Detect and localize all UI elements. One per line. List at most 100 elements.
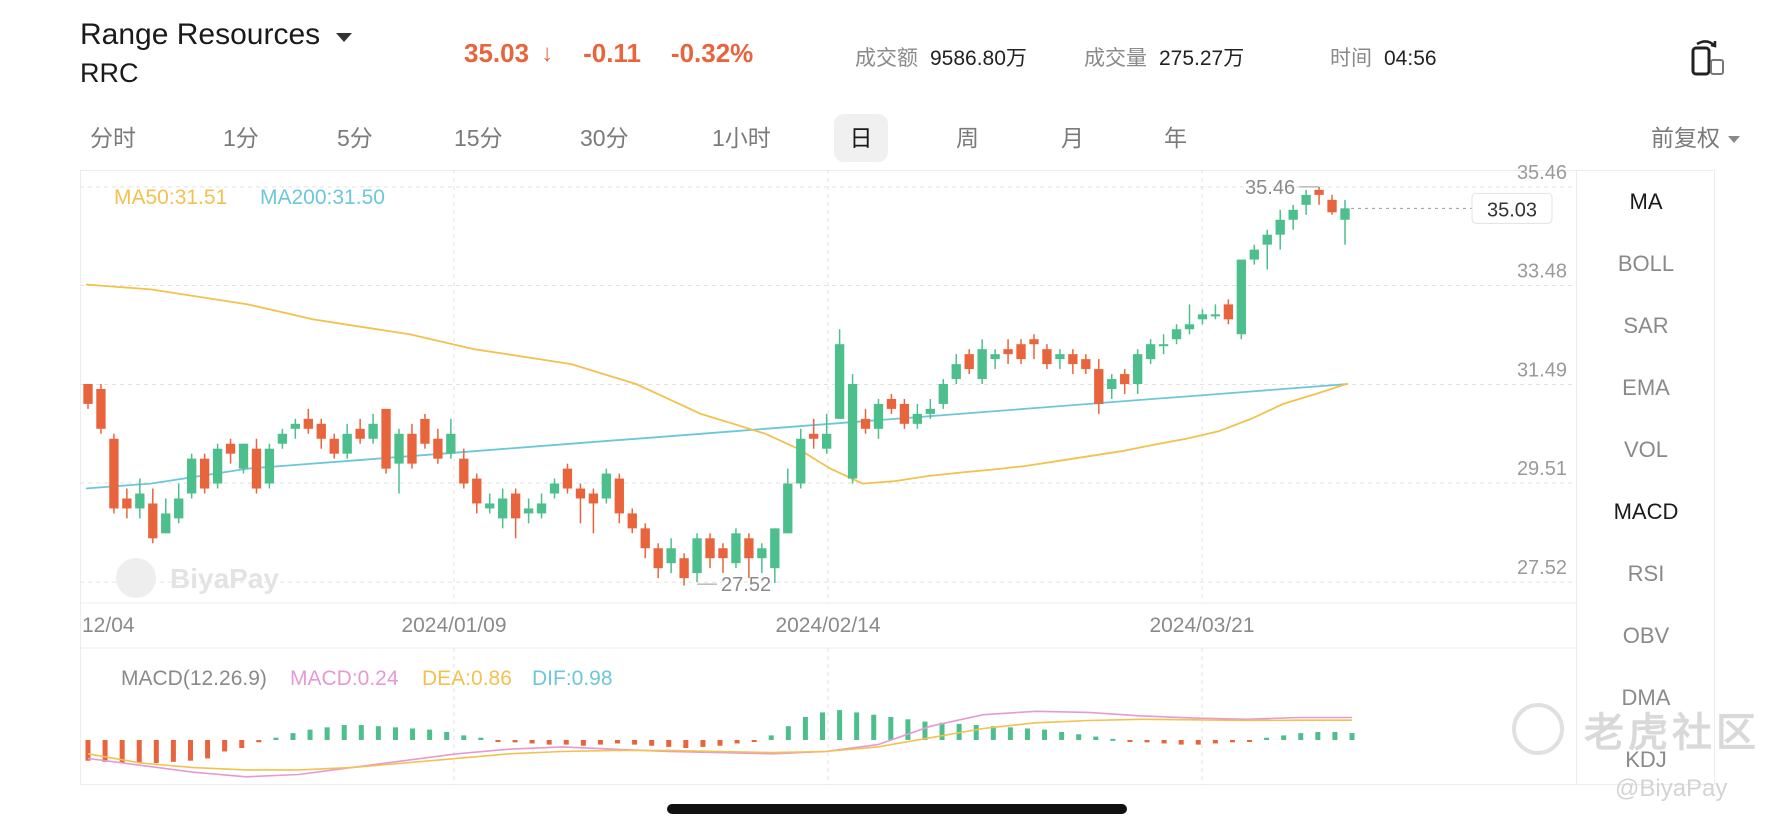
tab-1min[interactable]: 1分 (223, 125, 259, 151)
candle (640, 523, 650, 559)
macd-histogram-bar (102, 740, 108, 762)
candle-body (938, 384, 948, 404)
tab-year[interactable]: 年 (1164, 125, 1187, 151)
candle (148, 488, 158, 544)
indicator-vol[interactable]: VOL (1623, 437, 1669, 462)
rotate-screen-icon[interactable] (1687, 36, 1727, 78)
candle-body (1301, 194, 1311, 205)
candle-body (796, 438, 806, 484)
indicator-rsi[interactable]: RSI (1627, 561, 1665, 586)
candle-body (640, 528, 650, 549)
candle-body (472, 478, 482, 504)
candle-body (446, 433, 456, 454)
macd-histogram-bar (1127, 740, 1133, 742)
macd-histogram-bar (119, 740, 125, 763)
candle-body (148, 503, 158, 539)
volume-label: 成交量 (1084, 47, 1147, 70)
macd-histogram-bar (512, 740, 518, 743)
candle (744, 533, 754, 579)
x-tick-label: 2024/02/14 (775, 614, 880, 637)
macd-histogram-bar (1007, 727, 1013, 740)
macd-histogram-bar (1281, 735, 1287, 740)
candle-body (161, 513, 171, 534)
candle-body (886, 398, 897, 409)
candle (109, 433, 119, 514)
indicator-kdj[interactable]: KDJ (1625, 747, 1667, 772)
candle (1042, 344, 1052, 370)
candle (912, 403, 923, 429)
candle (1314, 186, 1324, 205)
candle-body (523, 508, 534, 514)
indicator-macd[interactable]: MACD (1613, 499, 1679, 524)
indicator-obv[interactable]: OBV (1622, 623, 1670, 648)
candle (446, 418, 456, 459)
macd-histogram-bar (205, 740, 211, 759)
macd-histogram-bar (632, 740, 638, 745)
tab-week[interactable]: 周 (956, 125, 979, 151)
adjustment-selector[interactable]: 前复权 (1651, 114, 1740, 162)
stock-selector[interactable]: Range Resources (80, 18, 353, 52)
candle (666, 538, 676, 574)
tab-5min[interactable]: 5分 (337, 125, 373, 151)
macd-histogram-bar (410, 728, 416, 740)
macd-histogram-bar (256, 740, 262, 743)
candle-body (316, 423, 326, 439)
tab-month[interactable]: 月 (1061, 125, 1084, 151)
candle-body (264, 448, 275, 484)
candle (964, 349, 974, 375)
adjustment-label: 前复权 (1651, 125, 1720, 151)
indicator-dma[interactable]: DMA (1621, 685, 1671, 710)
candle-body (1171, 329, 1182, 340)
tab-1hour[interactable]: 1小时 (712, 125, 771, 151)
macd-histogram-bar (785, 726, 791, 740)
candle (264, 443, 275, 489)
price-change-percent: -0.32% (670, 38, 754, 68)
candle (1223, 299, 1234, 325)
tab-day[interactable]: 日 (834, 114, 888, 162)
candle-body (1288, 209, 1298, 220)
indicator-ma[interactable]: MA (1629, 189, 1663, 214)
indicator-ema[interactable]: EMA (1622, 375, 1670, 400)
candle-body (1197, 314, 1208, 320)
tab-15min[interactable]: 15分 (454, 125, 503, 151)
candle (1132, 349, 1143, 394)
macd-histogram-bar (1212, 740, 1218, 744)
candle (1340, 199, 1350, 245)
macd-histogram-bar (700, 740, 706, 747)
candle-body (614, 478, 624, 514)
candle (951, 354, 961, 385)
macd-histogram-bar (358, 725, 364, 740)
candle (1197, 309, 1208, 325)
indicator-sar[interactable]: SAR (1623, 313, 1669, 338)
candle-body (1094, 369, 1104, 404)
macd-histogram-bar (1229, 740, 1235, 743)
candle-body (899, 403, 910, 424)
price-change: -0.11 (583, 38, 641, 68)
candle (1210, 304, 1221, 320)
macd-histogram-bar (1059, 731, 1065, 740)
macd-histogram-bar (307, 729, 313, 740)
macd-histogram-bar (563, 740, 569, 745)
time-stat: 时间 04:56 (1330, 42, 1437, 72)
candle-body (1236, 259, 1246, 335)
price-info: 35.03 ↓ -0.11 -0.32% (464, 38, 753, 69)
tab-timeshare[interactable]: 分时 (90, 125, 136, 151)
candle-body (601, 473, 612, 499)
candle-body (1340, 208, 1350, 220)
candle (796, 428, 806, 489)
macd-histogram-bar (1042, 729, 1048, 740)
indicator-boll[interactable]: BOLL (1617, 251, 1675, 276)
candle-body (1210, 314, 1221, 317)
candle-body (873, 403, 884, 429)
y-tick-label: 35.46 (1517, 162, 1567, 184)
candle (433, 428, 443, 464)
caret-down-icon[interactable] (336, 32, 353, 42)
candle (510, 488, 521, 539)
candle (1081, 354, 1091, 375)
candle (1094, 359, 1104, 414)
tab-30min[interactable]: 30分 (580, 125, 629, 151)
macd-histogram-bar (922, 721, 928, 740)
home-indicator[interactable] (667, 804, 1127, 814)
candle (1029, 334, 1039, 360)
candle-body (1029, 339, 1039, 345)
